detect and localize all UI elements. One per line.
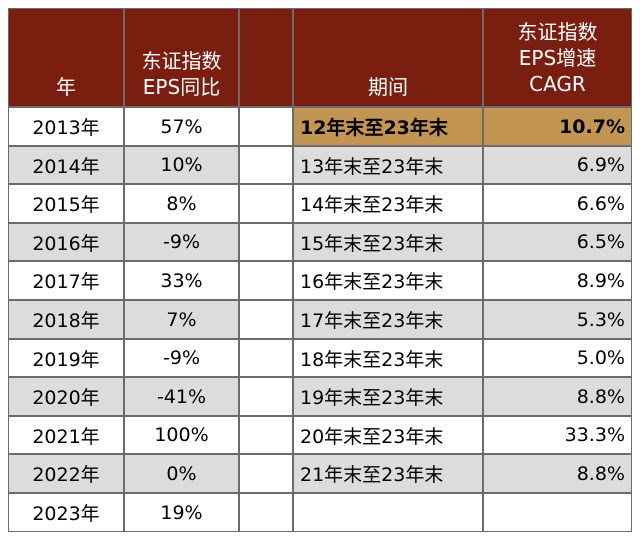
eps-yoy-cell: 10% [124,146,239,184]
spacer-cell [239,300,293,339]
year-cell: 2015年 [8,184,124,223]
header-spacer [239,8,293,107]
eps-yoy-cell: 57% [124,107,239,146]
header-eps-cagr-line1: 东证指数 [517,19,598,44]
eps-yoy-cell: 19% [124,493,239,532]
header-eps-yoy-line2: EPS同比 [142,75,221,99]
spacer-cell [239,184,293,223]
eps-yoy-cell: 33% [124,261,239,300]
header-period-label: 期间 [368,75,408,99]
year-cell: 2014年 [8,146,124,184]
year-cell: 2016年 [8,223,124,261]
spacer-cell [239,493,293,532]
spacer-cell [239,339,293,377]
eps-cagr-cell: 6.9% [483,146,632,184]
eps-cagr-cell: 5.0% [483,339,632,377]
period-cell: 19年末至23年末 [293,377,483,416]
eps-yoy-cell: 8% [124,184,239,223]
header-eps-yoy: 东证指数 EPS同比 [124,8,239,107]
eps-cagr-cell: 8.8% [483,454,632,493]
eps-yoy-cell: 0% [124,454,239,493]
year-cell: 2021年 [8,416,124,454]
eps-cagr-cell: 8.8% [483,377,632,416]
eps-cagr-cell: 33.3% [483,416,632,454]
eps-yoy-cell: -9% [124,223,239,261]
eps-yoy-cell: 100% [124,416,239,454]
spacer-cell [239,377,293,416]
period-cell: 13年末至23年末 [293,146,483,184]
period-cell: 18年末至23年末 [293,339,483,377]
year-cell: 2020年 [8,377,124,416]
year-cell: 2017年 [8,261,124,300]
year-cell: 2022年 [8,454,124,493]
period-cell: 15年末至23年末 [293,223,483,261]
year-cell: 2023年 [8,493,124,532]
header-eps-cagr-line2: EPS增速 [518,45,597,70]
period-cell: 20年末至23年末 [293,416,483,454]
period-cell: 21年末至23年末 [293,454,483,493]
spacer-cell [239,107,293,146]
year-cell: 2013年 [8,107,124,146]
spacer-cell [239,146,293,184]
year-cell: 2019年 [8,339,124,377]
year-cell: 2018年 [8,300,124,339]
spacer-cell [239,261,293,300]
eps-cagr-cell: 6.6% [483,184,632,223]
header-eps-cagr: 东证指数 EPS增速 CAGR [483,8,632,107]
header-period: 期间 [293,8,483,107]
eps-cagr-cell: 6.5% [483,223,632,261]
spacer-cell [239,416,293,454]
header-eps-cagr-line3: CAGR [529,71,586,96]
header-eps-yoy-line1: 东证指数 [141,49,222,73]
eps-yoy-cell: -41% [124,377,239,416]
period-cell: 14年末至23年末 [293,184,483,223]
eps-cagr-cell: 8.9% [483,261,632,300]
header-year: 年 [8,8,124,107]
eps-yoy-cell: 7% [124,300,239,339]
period-cell: 16年末至23年末 [293,261,483,300]
header-year-label: 年 [56,75,76,99]
eps-cagr-cell [483,493,632,532]
spacer-cell [239,454,293,493]
eps-yoy-cell: -9% [124,339,239,377]
period-cell: 12年末至23年末 [293,107,483,146]
eps-cagr-cell: 5.3% [483,300,632,339]
period-cell [293,493,483,532]
spacer-cell [239,223,293,261]
period-cell: 17年末至23年末 [293,300,483,339]
eps-cagr-cell: 10.7% [483,107,632,146]
